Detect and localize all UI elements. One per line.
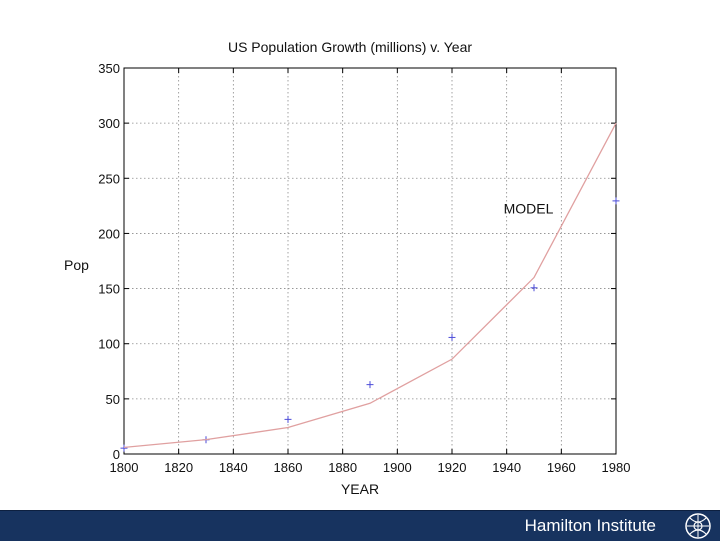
model-line [123, 122, 617, 449]
y-tick-label: 350 [98, 61, 120, 76]
x-tick-label: 1980 [602, 460, 631, 475]
x-tick-label: 1840 [219, 460, 248, 475]
y-tick-label: 250 [98, 171, 120, 186]
x-tick-label: 1820 [164, 460, 193, 475]
chart-title: US Population Growth (millions) v. Year [228, 39, 472, 55]
x-axis-label: YEAR [341, 481, 379, 497]
census-point [366, 381, 374, 389]
x-tick-label: 1800 [110, 460, 139, 475]
x-tick-label: 1960 [547, 460, 576, 475]
y-tick-label: 200 [98, 226, 120, 241]
footer-bar: Hamilton Institute [0, 510, 720, 541]
x-tick-label: 1900 [383, 460, 412, 475]
x-tick-label: 1860 [274, 460, 303, 475]
grid-lines [124, 68, 616, 454]
model-annotation: MODEL [504, 201, 554, 217]
hamilton-logo-icon [685, 513, 711, 539]
x-tick-label: 1940 [492, 460, 521, 475]
institution-name: Hamilton Institute [524, 516, 656, 535]
y-tick-label: 50 [106, 392, 120, 407]
y-tick-label: 150 [98, 282, 120, 297]
census-point [448, 333, 456, 341]
x-tick-label: 1880 [328, 460, 357, 475]
census-point [612, 197, 620, 205]
x-tick-label: 1920 [438, 460, 467, 475]
annotations: MODEL [504, 201, 554, 217]
census-point [530, 284, 538, 292]
census-point [120, 444, 128, 452]
plot-frame [123, 67, 617, 455]
y-tick-label: 0 [113, 447, 120, 462]
y-axis-label: Pop [64, 257, 89, 273]
population-chart: 1800 1820 1840 1860 1880 1900 1920 1940 1960 1980… [64, 39, 630, 497]
axis-ticks: 1800 1820 1840 1860 1880 1900 1920 1940 1960 1980… [98, 61, 630, 475]
census-point [284, 415, 292, 423]
y-tick-label: 300 [98, 116, 120, 131]
y-tick-label: 100 [98, 337, 120, 352]
series [120, 122, 620, 452]
